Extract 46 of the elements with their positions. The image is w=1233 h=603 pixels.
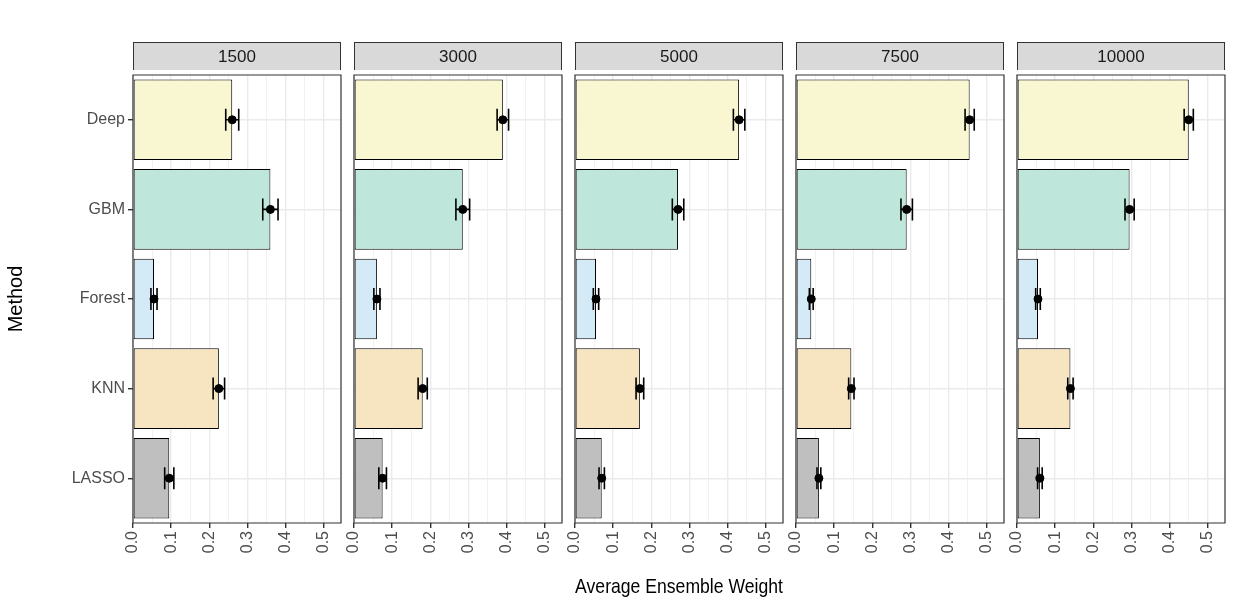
x-tick-label: 0.5	[314, 530, 332, 554]
x-tick-label: 0.3	[679, 530, 697, 554]
x-tick-label: 0.2	[199, 530, 217, 554]
x-tick-label: 0.3	[458, 530, 476, 554]
x-tick-label: 0.2	[862, 530, 880, 554]
point	[458, 204, 468, 214]
y-axis-title: Method	[3, 265, 26, 333]
y-tick-label: KNN	[91, 379, 125, 397]
x-tick-label: 0.4	[276, 530, 294, 554]
x-tick-label: 0.1	[824, 530, 842, 554]
x-tick-label: 0.3	[237, 530, 255, 554]
y-tick-label: Deep	[86, 110, 126, 128]
x-tick-label: 0.5	[756, 530, 774, 554]
chart-title: 1500	[133, 42, 341, 70]
point	[265, 204, 275, 214]
x-tick-label: 0.5	[1198, 530, 1216, 554]
x-tick-label: 0.0	[786, 530, 804, 554]
chart-title: 7500	[796, 42, 1004, 70]
x-tick-label: 0.4	[497, 530, 515, 554]
x-tick-label: 0.5	[535, 530, 553, 554]
chart-title: 3000	[354, 42, 562, 70]
x-tick-label: 0.1	[1045, 530, 1063, 554]
x-tick-label: 0.0	[1007, 530, 1025, 554]
x-tick-label: 0.1	[382, 530, 400, 554]
x-tick-label: 0.2	[1083, 530, 1101, 554]
x-tick-label: 0.2	[420, 530, 438, 554]
y-tick-label: GBM	[88, 199, 125, 217]
x-tick-label: 0.2	[641, 530, 659, 554]
chart-title: 5000	[575, 42, 783, 70]
x-tick-label: 0.3	[1121, 530, 1139, 554]
x-tick-label: 0.4	[939, 530, 957, 554]
chart-title: 10000	[1017, 42, 1225, 70]
x-tick-label: 0.4	[1160, 530, 1178, 554]
x-tick-label: 0.0	[565, 530, 583, 554]
x-tick-label: 0.1	[161, 530, 179, 554]
x-tick-label: 0.5	[977, 530, 995, 554]
x-tick-label: 0.3	[900, 530, 918, 554]
x-axis-title: Average Ensemble Weight	[575, 574, 784, 597]
y-tick-label: LASSO	[71, 468, 125, 486]
x-tick-label: 0.0	[123, 530, 141, 554]
x-tick-label: 0.1	[603, 530, 621, 554]
point	[214, 384, 224, 394]
y-tick-label: Forest	[79, 289, 126, 307]
x-tick-label: 0.0	[344, 530, 362, 554]
x-tick-label: 0.4	[718, 530, 736, 554]
point	[902, 204, 912, 214]
